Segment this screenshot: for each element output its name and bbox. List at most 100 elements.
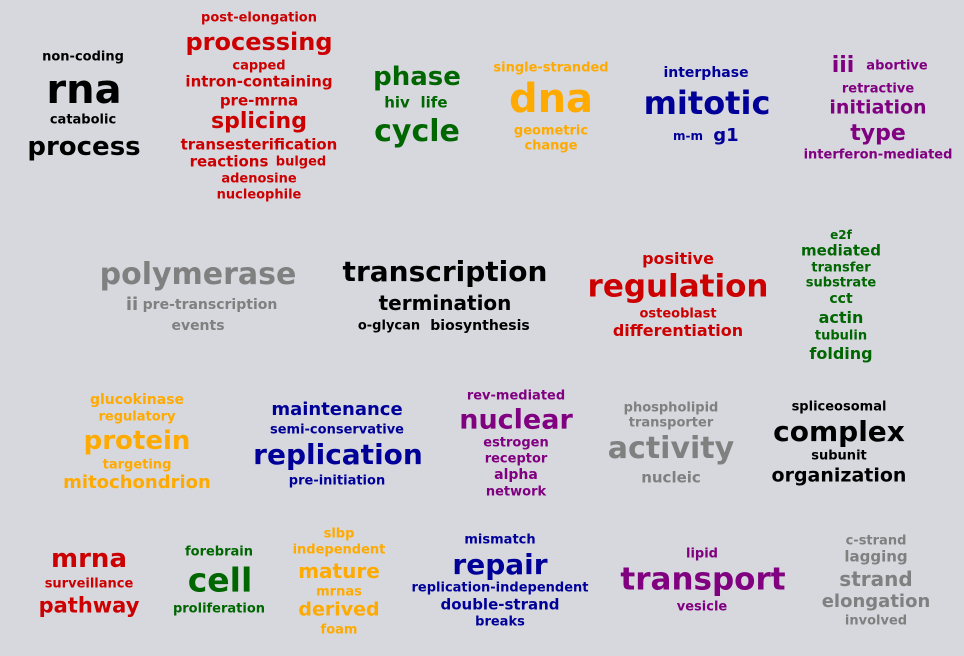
word-forebrain: forebrain (184, 544, 254, 560)
word-folding: folding (809, 344, 873, 363)
word-replication: replication (253, 438, 423, 471)
word-nuclear: nuclear (459, 404, 573, 436)
word-estrogen: estrogen (483, 435, 549, 451)
word-mediated: mediated (801, 241, 881, 260)
word-m-m: m-m (673, 129, 703, 143)
word-replication-independent: replication-independent (411, 580, 589, 596)
word-glucokinase: glucokinase (89, 392, 185, 408)
word-nucleophile: nucleophile (216, 187, 302, 203)
word-double-strand: double-strand (440, 595, 560, 614)
word-semi-conservative: semi-conservative (269, 422, 405, 438)
word-breaks: breaks (475, 614, 525, 630)
word-transport: transport (620, 561, 786, 598)
word-cct: cct (829, 291, 853, 307)
word-receptor: receptor (484, 451, 548, 467)
word-activity: activity (607, 431, 735, 466)
word-reactions: reactions (189, 152, 269, 171)
word-vesicle: vesicle (676, 599, 728, 615)
word-foam: foam (320, 622, 358, 638)
word-process: process (27, 132, 141, 162)
word-bulged: bulged (275, 154, 327, 170)
word-lipid: lipid (686, 546, 718, 562)
word-slbp: slbp (323, 526, 355, 542)
word-catabolic: catabolic (49, 112, 117, 128)
word-g1: g1 (713, 125, 739, 146)
word-regulatory: regulatory (98, 409, 176, 425)
word-complex: complex (773, 415, 905, 448)
word-repair: repair (452, 548, 548, 581)
word-mismatch: mismatch (464, 532, 536, 548)
word-biosynthesis: biosynthesis (430, 318, 530, 334)
word-spliceosomal: spliceosomal (791, 399, 887, 415)
word-network: network (485, 484, 547, 500)
word-mitochondrion: mitochondrion (63, 472, 211, 493)
word-mrnas: mrnas (316, 584, 362, 600)
word-independent: independent (292, 542, 386, 558)
word-c-strand: c-strand (845, 533, 907, 549)
word-tubulin: tubulin (814, 328, 868, 344)
word-single-stranded: single-stranded (493, 60, 609, 76)
word-phase: phase (373, 62, 461, 92)
word-organization: organization (771, 464, 907, 487)
word-targeting: targeting (102, 457, 172, 473)
word-ii: ii (125, 294, 139, 315)
word-protein: protein (83, 426, 191, 456)
word-mature: mature (298, 559, 380, 583)
word-alpha: alpha (494, 467, 538, 483)
word-abortive: abortive (866, 58, 928, 74)
word-rev-mediated: rev-mediated (466, 388, 566, 404)
word-elongation: elongation (821, 591, 931, 612)
word-maintenance: maintenance (271, 399, 403, 420)
word-proliferation: proliferation (172, 601, 266, 617)
word-lagging: lagging (844, 547, 908, 566)
word-intron-containing: intron-containing (185, 72, 333, 91)
word-e2f: e2f (830, 228, 852, 242)
word-surveillance: surveillance (44, 576, 134, 592)
word-retractive: retractive (841, 81, 915, 97)
word-adenosine: adenosine (221, 171, 297, 187)
word-nucleic: nucleic (641, 468, 701, 487)
word-phospholipid: phospholipid (623, 400, 719, 416)
word-pre-transcription: pre-transcription (142, 297, 278, 313)
word-positive: positive (642, 249, 714, 268)
word-transporter: transporter (628, 415, 714, 431)
word-splicing: splicing (211, 109, 307, 134)
word-processing: processing (185, 28, 333, 56)
word-mrna: mrna (51, 544, 127, 574)
word-o-glycan: o-glycan (357, 318, 421, 334)
word-transfer: transfer (811, 260, 871, 276)
word-type: type (850, 121, 906, 146)
word-initiation: initiation (829, 96, 927, 119)
word-actin: actin (818, 308, 864, 327)
word-hiv: hiv (384, 93, 410, 112)
word-substrate: substrate (805, 275, 877, 291)
word-capped: capped (232, 58, 286, 74)
word-transcription: transcription (342, 255, 548, 288)
word-termination: termination (378, 291, 512, 315)
word-life: life (420, 93, 448, 112)
word-osteoblast: osteoblast (639, 306, 717, 322)
word-mitotic: mitotic (643, 84, 771, 122)
word-post-elongation: post-elongation (201, 10, 317, 26)
word-involved: involved (844, 613, 908, 629)
word-interphase: interphase (663, 65, 749, 81)
word-iii: iii (831, 53, 855, 78)
word-rna: rna (46, 67, 122, 113)
word-geometric: geometric (513, 123, 589, 139)
word-non-coding: non-coding (42, 49, 124, 65)
word-pathway: pathway (38, 593, 140, 618)
word-regulation: regulation (587, 268, 769, 305)
word-polymerase: polymerase (99, 257, 297, 292)
word-interferon-mediated: interferon-mediated (803, 147, 953, 163)
word-strand: strand (839, 567, 913, 591)
word-derived: derived (298, 598, 380, 621)
word-pre-initiation: pre-initiation (288, 473, 386, 489)
word-cycle: cycle (374, 114, 460, 149)
word-cell: cell (187, 560, 253, 600)
word-transesterification: transesterification (180, 135, 338, 154)
word-differentiation: differentiation (612, 321, 744, 340)
word-subunit: subunit (811, 448, 867, 464)
word-change: change (524, 138, 578, 154)
word-events: events (171, 318, 225, 334)
word-pre-mrna: pre-mrna (219, 91, 299, 110)
